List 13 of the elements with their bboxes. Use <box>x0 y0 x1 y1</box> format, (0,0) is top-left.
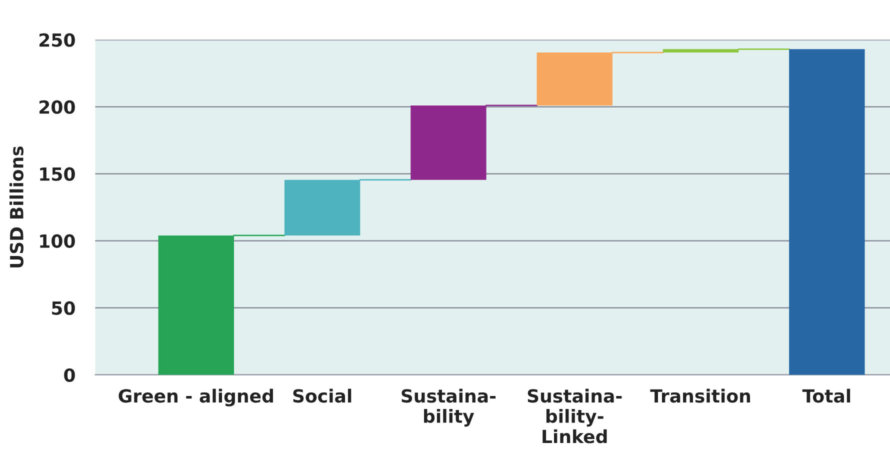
x-tick-label: Green - aligned <box>118 388 273 406</box>
y-tick-label: 150 <box>40 167 75 181</box>
y-tick-label: 100 <box>40 234 75 248</box>
y-tick-label: 200 <box>40 100 75 114</box>
y-tick-label: 0 <box>64 368 75 382</box>
y-tick-label: 50 <box>52 301 75 315</box>
x-tick-label: Sustaina- bility- Linked <box>528 388 622 444</box>
y-tick-label: 250 <box>40 33 75 47</box>
x-tick-label: Total <box>802 388 850 403</box>
x-tick-label: Social <box>293 388 352 403</box>
x-tick-label: Transition <box>650 388 750 403</box>
x-tick-label: Sustaina- bility <box>402 388 496 427</box>
y-axis-title: USD Billions <box>10 146 24 268</box>
